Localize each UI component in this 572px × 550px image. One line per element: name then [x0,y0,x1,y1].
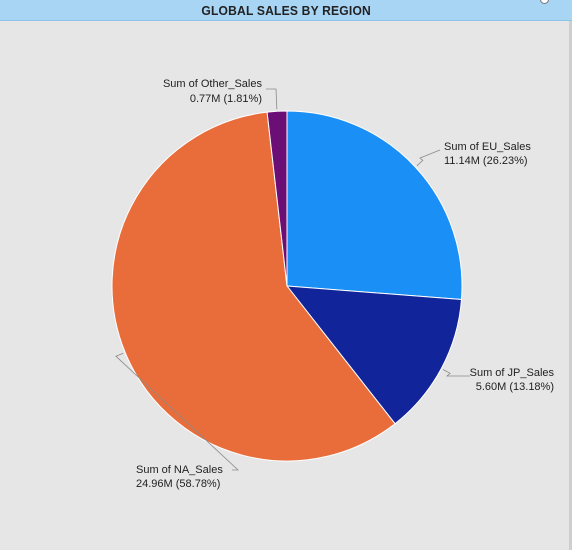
pie-slice-jp[interactable] [285,285,463,425]
chart-title-bar: GLOBAL SALES BY REGION [0,0,572,21]
label-name-other: Sum of Other_Sales [163,78,263,90]
leader-line-na [115,352,240,471]
pie-slice-na[interactable] [111,111,396,462]
pie-slice-other[interactable] [266,110,288,287]
leader-line-jp [442,369,470,377]
label-value-jp: 5.60M (13.18%) [476,381,554,393]
label-value-na: 24.96M (58.78%) [136,478,220,490]
label-name-jp: Sum of JP_Sales [470,367,555,379]
chart-title: GLOBAL SALES BY REGION [201,2,371,18]
label-name-eu: Sum of EU_Sales [444,141,531,153]
panel-edge [569,21,572,550]
pie-slices [111,110,463,462]
pie-slice-eu[interactable] [286,110,463,301]
leader-line-other [266,88,278,110]
label-name-na: Sum of NA_Sales [136,464,223,476]
label-value-other: 0.77M (1.81%) [190,93,262,105]
leader-line-eu [416,149,441,167]
leader-lines [115,88,470,471]
label-value-eu: 11.14M (26.23%) [444,155,528,167]
